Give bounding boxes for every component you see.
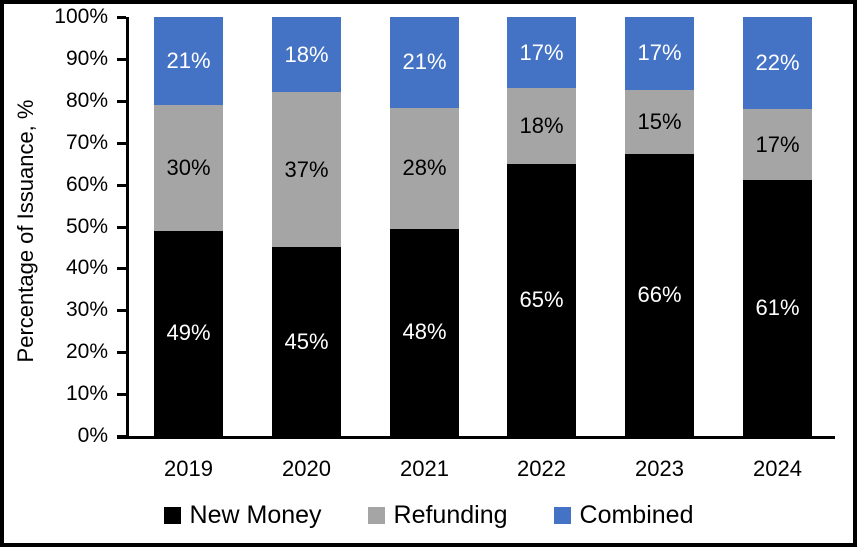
bar-segment-2023-refunding: 15% bbox=[625, 89, 694, 154]
y-axis-tick-mark bbox=[117, 57, 126, 61]
x-axis-label-2019: 2019 bbox=[164, 456, 213, 481]
legend-item-refunding: Refunding bbox=[367, 501, 508, 530]
x-axis-label-2020: 2020 bbox=[282, 456, 331, 481]
legend-swatch-refunding bbox=[367, 507, 385, 524]
bar-value-label: 21% bbox=[166, 48, 211, 74]
y-axis-tick-label-40%: 40% bbox=[65, 256, 108, 280]
bar-segment-2020-refunding: 37% bbox=[272, 92, 341, 248]
y-axis-tick-mark bbox=[117, 141, 126, 145]
bar-segment-2019-combined: 21% bbox=[154, 17, 223, 106]
y-axis-tick-label-80%: 80% bbox=[65, 88, 108, 112]
bar-segment-2024-new-money: 61% bbox=[743, 180, 812, 436]
y-axis-tick-label-60%: 60% bbox=[65, 172, 108, 196]
bar-value-label: 65% bbox=[519, 286, 564, 312]
y-axis-tick-label-70%: 70% bbox=[65, 130, 108, 154]
bar-segment-2024-refunding: 17% bbox=[743, 109, 812, 181]
bar-segment-2022-new-money: 65% bbox=[507, 163, 576, 436]
bar-value-label: 21% bbox=[402, 49, 447, 75]
legend: New Money Refunding Combined bbox=[4, 501, 853, 530]
legend-swatch-new-money bbox=[163, 507, 181, 524]
bar-segment-2019-refunding: 30% bbox=[154, 105, 223, 231]
bar-value-label: 15% bbox=[637, 108, 682, 134]
y-axis-tick-mark bbox=[117, 183, 126, 187]
bar-segment-2023-combined: 17% bbox=[625, 17, 694, 90]
bar-value-label: 18% bbox=[519, 112, 564, 138]
legend-label-refunding: Refunding bbox=[393, 501, 508, 529]
bar-segment-2020-combined: 18% bbox=[272, 17, 341, 93]
bar-segment-2022-refunding: 18% bbox=[507, 88, 576, 164]
y-axis-tick-mark bbox=[117, 393, 126, 397]
bar-value-label: 66% bbox=[637, 281, 682, 307]
bar-value-label: 48% bbox=[402, 319, 447, 345]
bar-segment-2022-combined: 17% bbox=[507, 17, 576, 89]
bar-2023: 66% 15% 17% bbox=[625, 17, 694, 436]
bar-value-label: 30% bbox=[166, 154, 211, 180]
bar-2022: 65% 18% 17% bbox=[507, 17, 576, 436]
bar-2021: 48% 28% 21% bbox=[390, 17, 459, 436]
bar-value-label: 28% bbox=[402, 155, 447, 181]
y-axis-tick-label-30%: 30% bbox=[65, 298, 108, 322]
y-axis-tick-mark bbox=[117, 267, 126, 271]
y-axis-tick-mark bbox=[117, 309, 126, 313]
legend-item-new-money: New Money bbox=[163, 501, 322, 530]
bar-value-label: 17% bbox=[519, 39, 564, 65]
legend-label-combined: Combined bbox=[579, 501, 694, 529]
x-axis-label-2021: 2021 bbox=[400, 456, 449, 481]
y-axis-tick-label-100%: 100% bbox=[54, 5, 108, 28]
bar-value-label: 18% bbox=[284, 41, 329, 67]
bar-value-label: 49% bbox=[166, 320, 211, 346]
bar-2024: 61% 17% 22% bbox=[743, 17, 812, 436]
bar-segment-2024-combined: 22% bbox=[743, 17, 812, 110]
y-axis-line bbox=[126, 17, 129, 439]
bar-segment-2023-new-money: 66% bbox=[625, 153, 694, 436]
y-axis-tick-label-0%: 0% bbox=[77, 424, 108, 447]
y-axis-tick-mark bbox=[117, 99, 126, 103]
bar-segment-2021-refunding: 28% bbox=[390, 107, 459, 229]
y-axis-tick-mark bbox=[117, 225, 126, 229]
x-axis-label-2024: 2024 bbox=[753, 456, 802, 481]
bar-value-label: 17% bbox=[755, 131, 800, 157]
y-axis-tick-label-90%: 90% bbox=[65, 46, 108, 70]
y-axis-tick-mark bbox=[117, 16, 126, 19]
legend-item-combined: Combined bbox=[553, 501, 694, 530]
bar-value-label: 22% bbox=[755, 50, 800, 76]
x-axis-label-2022: 2022 bbox=[517, 456, 566, 481]
y-axis-tick-mark bbox=[117, 351, 126, 355]
bar-2020: 45% 37% 18% bbox=[272, 17, 341, 436]
y-axis-tick-label-50%: 50% bbox=[65, 214, 108, 238]
bar-value-label: 37% bbox=[284, 156, 329, 182]
bar-segment-2021-new-money: 48% bbox=[390, 228, 459, 436]
bar-segment-2021-combined: 21% bbox=[390, 17, 459, 108]
bar-value-label: 61% bbox=[755, 295, 800, 321]
bar-value-label: 17% bbox=[637, 40, 682, 66]
bar-value-label: 45% bbox=[284, 328, 329, 354]
legend-label-new-money: New Money bbox=[189, 501, 322, 529]
x-axis-label-2023: 2023 bbox=[635, 456, 684, 481]
bar-2019: 49% 30% 21% bbox=[154, 17, 223, 436]
x-axis-line bbox=[117, 436, 835, 439]
legend-swatch-combined bbox=[553, 507, 571, 524]
bar-segment-2019-new-money: 49% bbox=[154, 230, 223, 436]
y-axis-tick-label-10%: 10% bbox=[65, 382, 108, 406]
y-axis-tick-label-20%: 20% bbox=[65, 340, 108, 364]
bar-segment-2020-new-money: 45% bbox=[272, 247, 341, 436]
